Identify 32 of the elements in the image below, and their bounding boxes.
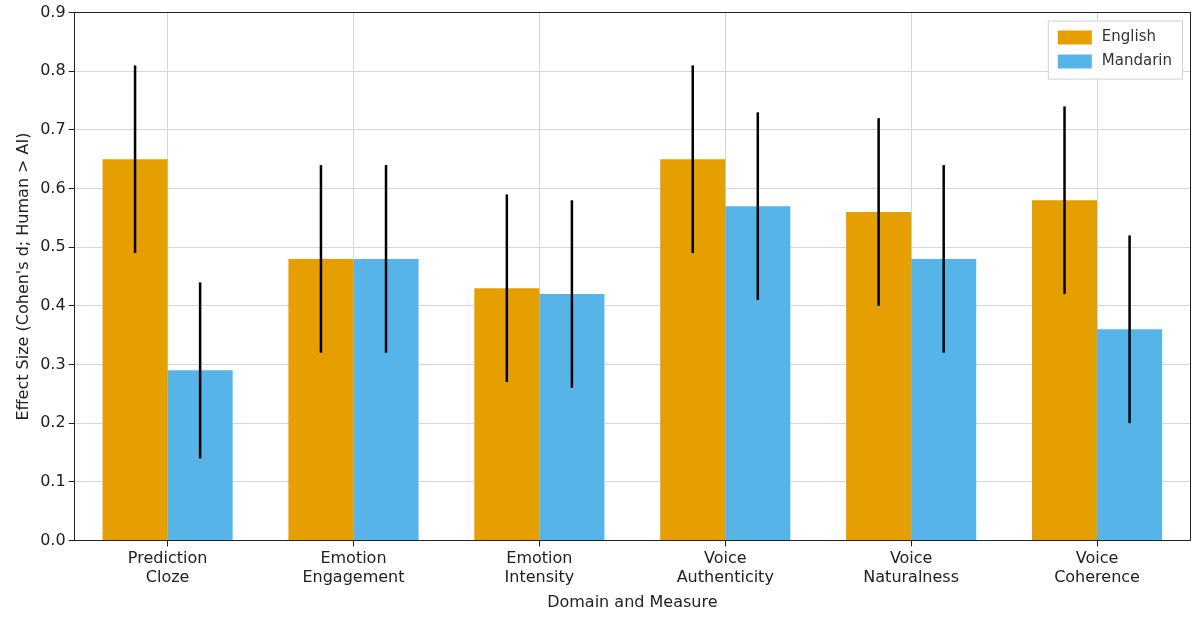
y-tick-label: 0.1	[40, 470, 66, 490]
x-tick-label: Voice Coherence	[1054, 548, 1140, 587]
bar	[102, 159, 168, 540]
y-tick-label: 0.8	[40, 60, 66, 80]
bar	[353, 258, 419, 540]
bar	[660, 159, 726, 540]
bar	[474, 288, 540, 540]
x-tick-label: Emotion Intensity	[504, 548, 575, 587]
y-tick-label: 0.3	[40, 353, 66, 373]
bar	[1097, 329, 1163, 540]
x-tick-label: Emotion Engagement	[302, 548, 405, 587]
bar	[725, 206, 791, 540]
x-axis-title: Domain and Measure	[547, 591, 718, 611]
x-tick-label: Voice Authenticity	[676, 548, 774, 587]
bar	[167, 370, 233, 540]
bar	[539, 294, 605, 540]
x-tick-label: Prediction Cloze	[127, 548, 208, 587]
y-tick-label: 0.2	[40, 412, 66, 432]
y-axis-title: Effect Size (Cohen's d; Human > AI)	[12, 132, 32, 421]
bar	[911, 258, 977, 540]
bar	[1031, 200, 1098, 540]
y-tick-label: 0.7	[40, 119, 66, 139]
y-tick-label: 0.6	[40, 177, 66, 197]
x-tick-label: Voice Naturalness	[863, 548, 959, 587]
bar	[288, 258, 354, 540]
y-tick-label: 0.9	[40, 1, 66, 21]
legend-label: English	[1101, 27, 1156, 46]
legend-label: Mandarin	[1101, 51, 1173, 70]
y-tick-label: 0.4	[40, 294, 66, 314]
y-tick-label: 0.5	[40, 236, 66, 256]
bar	[846, 211, 912, 540]
y-tick-label: 0.0	[40, 529, 66, 549]
